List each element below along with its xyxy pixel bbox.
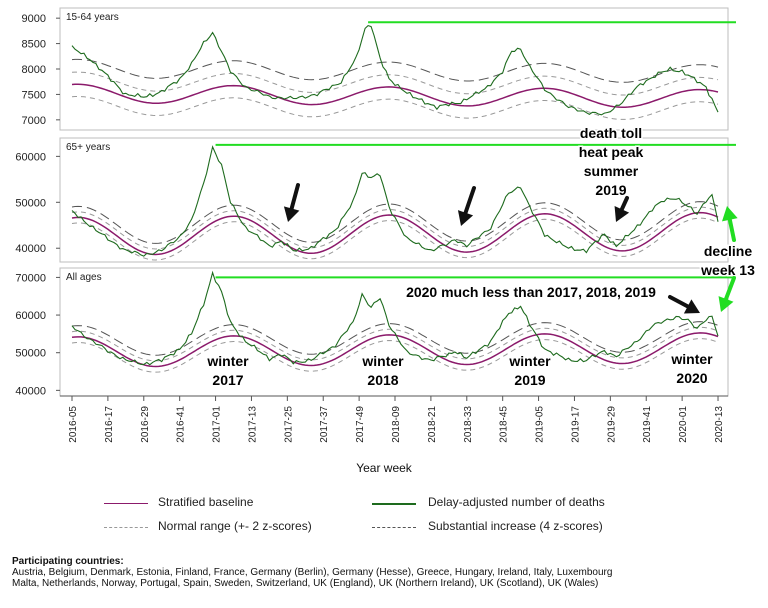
delay-adjusted-deaths-line [71, 24, 719, 116]
x-axis-label: Year week [356, 461, 413, 475]
legend-label-deaths: Delay-adjusted number of deaths [428, 495, 605, 509]
participating-countries: Participating countries: Austria, Belgiu… [12, 556, 762, 589]
x-tick-label: 2017-37 [319, 406, 330, 443]
panel-frame [59, 7, 729, 131]
stratified-baseline-line [71, 83, 719, 108]
decline-annotation-line1: decline [704, 243, 752, 259]
stratified-baseline-line [71, 332, 719, 368]
death-toll-annotation: death toll [580, 125, 642, 141]
x-tick-label: 2016-05 [68, 406, 79, 443]
y-tick-label: 7000 [22, 115, 46, 127]
normal-range-upper-line [71, 326, 719, 362]
death-toll-annotation: heat peak [579, 144, 644, 160]
winter-label-line1: winter [361, 353, 404, 369]
winter-label-line1: winter [206, 353, 249, 369]
x-tick-label: 2017-25 [283, 406, 294, 443]
chart-legend: Stratified baseline Delay-adjusted numbe… [0, 490, 768, 540]
winter-label-line2: 2020 [676, 370, 707, 386]
y-tick-label: 50000 [15, 348, 46, 360]
y-tick-label: 8000 [22, 64, 46, 76]
normal-range-lower-line [71, 338, 719, 373]
arrow-black-2018-shaft [463, 186, 476, 215]
x-tick-label: 2018-45 [499, 406, 510, 443]
death-toll-annotation: summer [584, 163, 639, 179]
substantial-increase-line [71, 201, 719, 244]
x-tick-label: 2020-13 [714, 406, 725, 443]
panel-frame [59, 137, 729, 263]
arrow-black-2019-shaft [619, 196, 629, 212]
arrow-black-2020-shaft [668, 295, 690, 309]
panel-label: 65+ years [66, 142, 110, 153]
footer-countries-line-2: Malta, Netherlands, Norway, Portugal, Sp… [12, 578, 599, 589]
arrow-green-down-head [718, 296, 734, 312]
x-tick-label: 2018-21 [427, 406, 438, 443]
winter-label-line2: 2019 [514, 372, 545, 388]
y-tick-label: 7500 [22, 89, 46, 101]
arrow-green-up-head [721, 206, 738, 222]
winter-label-line2: 2018 [367, 372, 398, 388]
y-tick-label: 9000 [22, 13, 46, 25]
x-tick-label: 2018-33 [463, 406, 474, 443]
legend-line-deaths [372, 503, 416, 505]
legend-line-substantial [372, 527, 416, 528]
arrow-green-up-shaft [727, 217, 736, 242]
x-tick-label: 2020-01 [678, 406, 689, 443]
winter-label-line2: 2017 [212, 372, 243, 388]
winter-label-line1: winter [508, 353, 551, 369]
panel-label: All ages [66, 272, 102, 283]
normal-range-upper-line [71, 206, 719, 250]
stratified-baseline-line [71, 211, 719, 256]
death-toll-annotation: 2019 [595, 182, 626, 198]
y-tick-label: 70000 [15, 272, 46, 284]
arrow-green-down-shaft [723, 276, 736, 301]
x-tick-label: 2019-41 [642, 406, 653, 443]
y-tick-label: 40000 [15, 243, 46, 255]
arrow-black-2020-head [683, 299, 700, 314]
delay-adjusted-deaths-line [71, 145, 719, 257]
arrow-black-2017-head [283, 206, 300, 222]
footer-heading: Participating countries: [12, 556, 124, 567]
x-tick-label: 2019-29 [606, 406, 617, 443]
footer-countries-line-1: Austria, Belgium, Denmark, Estonia, Finl… [12, 567, 613, 578]
x-tick-label: 2017-13 [247, 406, 258, 443]
y-tick-label: 8500 [22, 39, 46, 51]
legend-line-normal-range [104, 527, 148, 528]
comparison-annotation: 2020 much less than 2017, 2018, 2019 [406, 284, 656, 300]
substantial-increase-line [71, 321, 719, 356]
legend-label-substantial: Substantial increase (4 z-scores) [428, 519, 603, 533]
panel-label: 15-64 years [66, 12, 119, 23]
x-tick-label: 2016-29 [140, 406, 151, 443]
x-tick-label: 2016-41 [176, 406, 187, 443]
mortality-chart: 15-64 years 7000 7500 8000 8500 9000 65+ years… [15, 7, 757, 475]
x-tick-label: 2017-49 [355, 406, 366, 443]
arrow-black-2018-head [457, 210, 474, 226]
legend-line-baseline [104, 503, 148, 504]
y-tick-label: 40000 [15, 385, 46, 397]
arrow-black-2019-head [614, 205, 630, 222]
x-tick-label: 2019-05 [535, 406, 546, 443]
x-tick-label: 2017-01 [212, 406, 223, 443]
legend-label-baseline: Stratified baseline [158, 495, 254, 509]
delay-adjusted-deaths-line [71, 270, 719, 366]
normal-range-upper-line [71, 71, 719, 96]
decline-annotation-line2: week 13 [700, 262, 755, 278]
legend-label-normal-range: Normal range (+- 2 z-scores) [158, 519, 312, 533]
x-tick-label: 2018-09 [391, 406, 402, 443]
y-tick-label: 50000 [15, 197, 46, 209]
normal-range-lower-line [71, 96, 719, 120]
normal-range-lower-line [71, 217, 719, 261]
y-tick-label: 60000 [15, 151, 46, 163]
substantial-increase-line [71, 58, 719, 83]
y-tick-label: 60000 [15, 310, 46, 322]
arrow-black-2017-shaft [289, 183, 300, 211]
winter-label-line1: winter [670, 351, 713, 367]
x-tick-label: 2016-17 [104, 406, 115, 443]
x-tick-label: 2019-17 [570, 406, 581, 443]
